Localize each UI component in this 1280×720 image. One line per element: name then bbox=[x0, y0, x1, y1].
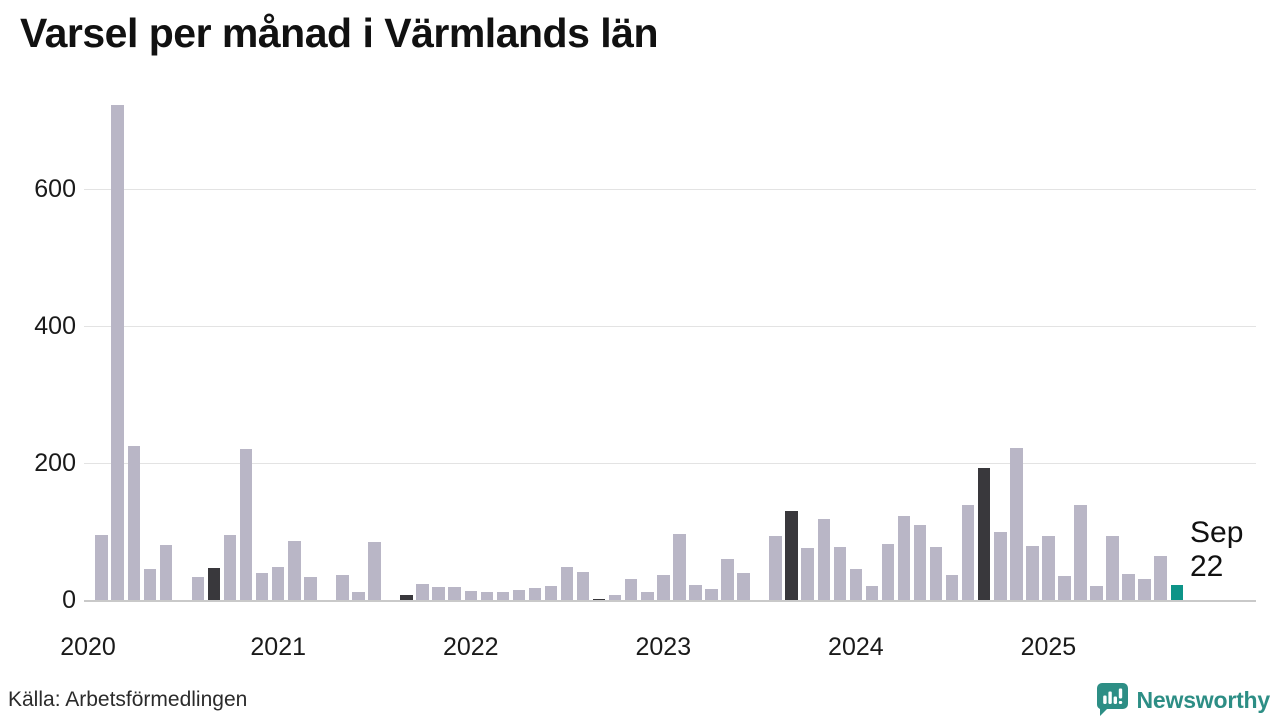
y-axis-tick-400: 400 bbox=[34, 312, 76, 340]
bar-2020-02 bbox=[95, 534, 108, 600]
bar-2020-05 bbox=[143, 569, 157, 600]
annotation-value: 22 bbox=[1190, 550, 1224, 583]
x-axis-year-2023: 2023 bbox=[635, 633, 692, 661]
bar-2024-07 bbox=[945, 575, 959, 600]
bar-2021-10 bbox=[416, 583, 429, 600]
bar-2023-11 bbox=[817, 519, 831, 600]
bar-2025-09 bbox=[1170, 584, 1184, 600]
bar-2021-11 bbox=[432, 586, 445, 600]
annotation-month: Sep bbox=[1190, 516, 1244, 549]
bar-2022-06 bbox=[544, 585, 558, 600]
bar-2025-05 bbox=[1106, 535, 1119, 600]
bar-2023-03 bbox=[689, 584, 702, 600]
bar-2024-05 bbox=[913, 524, 927, 600]
bar-2024-10 bbox=[994, 532, 1007, 600]
gridline-400 bbox=[84, 326, 1256, 327]
bar-2024-01 bbox=[849, 569, 863, 600]
bar-2020-06 bbox=[159, 545, 173, 600]
bar-2022-04 bbox=[512, 590, 526, 600]
chart-title: Varsel per månad i Värmlands län bbox=[20, 10, 659, 56]
bar-2024-04 bbox=[897, 516, 911, 600]
bar-2024-11 bbox=[1010, 447, 1023, 600]
plot-area: Sep 22 0 200 400 600 2020 2021 2022 2023 2024 202… bbox=[34, 105, 1256, 661]
bar-2021-03 bbox=[304, 577, 317, 600]
bar-2023-12 bbox=[833, 546, 847, 600]
bar-2020-04 bbox=[127, 445, 141, 600]
bar-2025-06 bbox=[1122, 573, 1135, 600]
bar-2022-08 bbox=[576, 571, 590, 600]
gridline-600 bbox=[84, 189, 1256, 190]
bar-2022-12 bbox=[641, 592, 654, 600]
bar-2023-05 bbox=[721, 558, 734, 600]
bar-2023-04 bbox=[705, 589, 718, 600]
y-axis-tick-600: 600 bbox=[34, 175, 76, 203]
bar-2022-07 bbox=[560, 567, 574, 600]
brand-name: Newsworthy bbox=[1136, 686, 1271, 713]
newsworthy-logo[interactable]: Newsworthy bbox=[1096, 682, 1270, 718]
bar-2023-06 bbox=[737, 572, 750, 600]
bar-2022-03 bbox=[496, 592, 510, 600]
gridline-0 bbox=[84, 600, 1256, 602]
x-axis-year-2022: 2022 bbox=[442, 633, 499, 661]
bar-2023-09 bbox=[785, 510, 798, 600]
bar-2023-10 bbox=[801, 547, 814, 600]
bar-2024-08 bbox=[961, 505, 975, 600]
x-axis-year-2020: 2020 bbox=[60, 633, 116, 661]
bar-2020-12 bbox=[255, 572, 269, 600]
bar-2021-06 bbox=[352, 592, 365, 600]
bar-2024-09 bbox=[977, 467, 991, 600]
bar-2025-03 bbox=[1074, 505, 1087, 600]
bar-2020-09 bbox=[207, 567, 221, 600]
bar-2022-10 bbox=[608, 595, 622, 600]
bar-2021-12 bbox=[448, 586, 461, 600]
latest-value-annotation: Sep 22 bbox=[1190, 516, 1243, 584]
x-axis-year-2021: 2021 bbox=[250, 633, 307, 661]
bar-2020-11 bbox=[239, 449, 253, 600]
bar-2022-05 bbox=[528, 588, 542, 600]
bar-2021-02 bbox=[288, 541, 301, 600]
bar-2025-02 bbox=[1058, 576, 1071, 600]
bar-2025-07 bbox=[1138, 578, 1151, 600]
speech-bubble-bar-chart-icon bbox=[1096, 683, 1128, 716]
bar-2022-01 bbox=[464, 591, 477, 600]
bar-2023-01 bbox=[657, 574, 670, 600]
bar-2025-04 bbox=[1090, 586, 1103, 600]
bar-2022-02 bbox=[480, 591, 494, 600]
x-axis-year-2025: 2025 bbox=[1020, 633, 1077, 661]
bar-2023-08 bbox=[769, 536, 782, 600]
bar-2024-02 bbox=[865, 585, 879, 600]
bar-2021-01 bbox=[271, 567, 285, 600]
bar-2021-09 bbox=[400, 594, 413, 600]
bar-2021-07 bbox=[368, 541, 381, 600]
y-axis-tick-0: 0 bbox=[62, 586, 76, 614]
bar-2024-06 bbox=[929, 546, 943, 600]
bar-2020-08 bbox=[191, 577, 205, 600]
bar-2025-08 bbox=[1154, 556, 1167, 600]
bar-2020-10 bbox=[223, 534, 237, 600]
bar-2021-05 bbox=[336, 575, 349, 600]
y-axis-tick-200: 200 bbox=[34, 449, 76, 477]
bar-2025-01 bbox=[1042, 536, 1055, 600]
bar-2022-09 bbox=[592, 598, 606, 600]
bar-2022-11 bbox=[624, 579, 638, 600]
bar-2023-02 bbox=[673, 533, 686, 600]
bar-2020-03 bbox=[111, 105, 124, 600]
bar-2024-12 bbox=[1026, 545, 1039, 600]
x-axis-year-2024: 2024 bbox=[828, 633, 884, 661]
gridline-200 bbox=[84, 463, 1256, 464]
source-note: Källa: Arbetsförmedlingen bbox=[8, 688, 248, 711]
bar-2024-03 bbox=[881, 543, 895, 600]
